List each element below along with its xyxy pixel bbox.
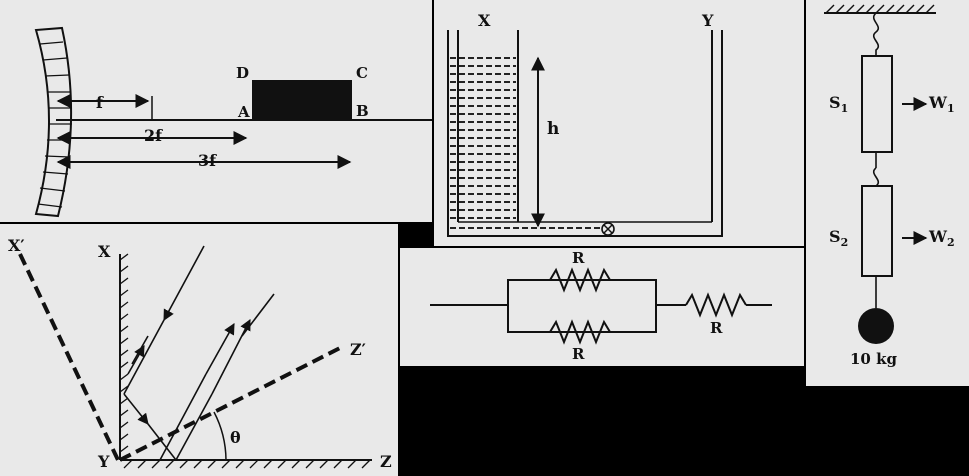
label-s1: S1 bbox=[829, 93, 849, 116]
ray-segment-d bbox=[205, 323, 235, 375]
label-y: Y bbox=[98, 452, 110, 471]
label-b: B bbox=[356, 102, 369, 120]
spring-balance-diagram: S1 W1 S2 W2 10 kg bbox=[806, 0, 969, 386]
object-block bbox=[252, 80, 352, 120]
label-w2: W2 bbox=[929, 227, 955, 250]
resistor-top bbox=[549, 267, 611, 293]
reflection-diagram: X′ X Z′ θ Y Z bbox=[0, 224, 398, 476]
label-w1: W1 bbox=[929, 93, 955, 116]
reflected-ray-2 bbox=[175, 393, 213, 461]
tank-diagram: X Y h bbox=[434, 0, 804, 246]
reflection-drawing bbox=[18, 245, 372, 469]
resistor-drawing bbox=[430, 267, 772, 345]
tank-drawing bbox=[447, 30, 723, 237]
label-2f: 2f bbox=[144, 126, 163, 145]
label-d: D bbox=[236, 64, 250, 82]
label-z: Z bbox=[380, 452, 392, 471]
rotated-mirror-x-prime bbox=[18, 253, 120, 461]
ray-segment-c bbox=[159, 373, 207, 461]
mirror-drawing bbox=[34, 26, 432, 218]
resistor-series bbox=[685, 292, 747, 318]
resistor-network-diagram: R R R bbox=[400, 248, 804, 366]
label-z-prime: Z′ bbox=[350, 340, 366, 359]
label-3f: 3f bbox=[198, 151, 217, 170]
label-h: h bbox=[547, 119, 560, 139]
spring-balance-s1 bbox=[861, 55, 893, 153]
reflected-ray-2-arrow bbox=[211, 319, 251, 395]
label-f: f bbox=[96, 93, 103, 112]
spring-drawing bbox=[824, 4, 936, 344]
upper-hook bbox=[872, 12, 880, 56]
mass-ball bbox=[858, 308, 894, 344]
incident-ray-segment bbox=[123, 319, 165, 395]
ray-segment-b bbox=[127, 345, 145, 375]
ray-segment-a bbox=[131, 335, 149, 365]
reflected-ray-1 bbox=[123, 393, 149, 425]
spring-balance-s2 bbox=[861, 185, 893, 277]
label-tank-x: X bbox=[478, 11, 491, 30]
label-x: X bbox=[98, 242, 111, 261]
valve-symbol bbox=[601, 222, 615, 236]
tank-walls bbox=[447, 30, 723, 237]
vertical-mirror-hatching bbox=[119, 253, 129, 453]
label-r-top: R bbox=[572, 249, 585, 267]
incident-ray bbox=[163, 245, 205, 321]
mirror-diagram: D C A B f 2f 3f bbox=[0, 0, 432, 222]
angle-arc bbox=[213, 411, 227, 461]
horizontal-mirror-hatching bbox=[123, 459, 371, 469]
label-x-prime: X′ bbox=[8, 236, 25, 255]
parallel-loop bbox=[507, 279, 657, 333]
label-r-series: R bbox=[710, 319, 723, 337]
ray-segment-e bbox=[241, 293, 275, 337]
label-tank-y: Y bbox=[702, 11, 714, 30]
label-theta: θ bbox=[230, 428, 241, 447]
reflected-ray-1-segment bbox=[147, 423, 177, 461]
label-c: C bbox=[356, 64, 368, 82]
label-r-bottom: R bbox=[572, 345, 585, 363]
rotated-mirror-z-prime bbox=[119, 346, 341, 462]
label-mass: 10 kg bbox=[850, 350, 897, 368]
label-a: A bbox=[238, 103, 250, 121]
label-s2: S2 bbox=[829, 227, 849, 250]
middle-hook bbox=[872, 167, 880, 187]
ceiling-hatching bbox=[825, 4, 935, 14]
resistor-bottom bbox=[549, 319, 611, 345]
liquid-column bbox=[450, 57, 604, 229]
